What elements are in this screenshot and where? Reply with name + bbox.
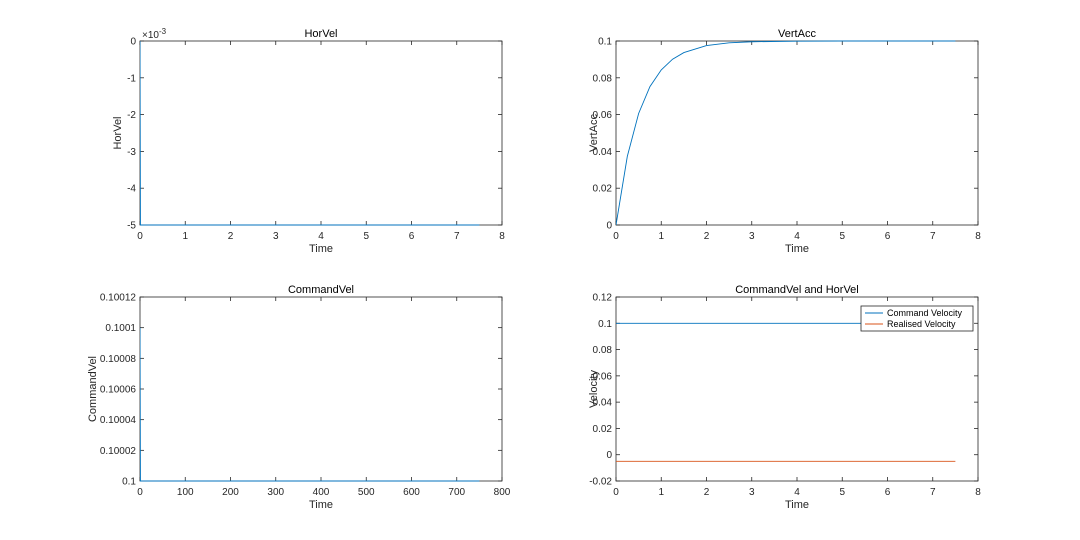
- x-tick-label: 0: [137, 231, 143, 242]
- x-tick-label: 100: [177, 487, 194, 498]
- plot-area: [615, 40, 979, 226]
- y-axis-multiplier: ×10-3: [142, 27, 167, 41]
- y-tick-label: 0.10012: [100, 293, 137, 304]
- x-axis-label: Time: [309, 499, 333, 511]
- y-tick-label: 0.02: [593, 424, 613, 435]
- x-tick-label: 3: [749, 231, 755, 242]
- legend-label-1: Command Velocity: [887, 308, 963, 318]
- x-tick-label: 1: [658, 487, 664, 498]
- x-tick-label: 500: [358, 487, 375, 498]
- chart-title: CommandVel and HorVel: [735, 284, 859, 296]
- y-tick-label: 0.10004: [100, 415, 137, 426]
- x-tick-label: 8: [975, 231, 981, 242]
- y-tick-label: 0.1: [598, 319, 612, 330]
- y-tick-label: 0.1001: [105, 323, 136, 334]
- y-axis-label: HorVel: [112, 116, 124, 149]
- x-tick-label: 800: [494, 487, 511, 498]
- y-tick-label: -0.02: [589, 477, 612, 488]
- y-tick-label: 0.1: [122, 477, 136, 488]
- y-multiplier-base: ×10: [142, 30, 159, 41]
- x-tick-label: 700: [448, 487, 465, 498]
- x-tick-label: 7: [930, 231, 936, 242]
- series-line-1: [140, 40, 480, 226]
- x-tick-label: 2: [228, 231, 234, 242]
- chart-4: 0 1 2 3 4 5 6 7 8-0.0200.020.040.060.080.10.12Co…: [588, 284, 981, 511]
- x-tick-label: 4: [318, 231, 324, 242]
- plot-area: [139, 296, 503, 482]
- y-tick-label: 0.04: [593, 147, 613, 158]
- plot-area: [139, 40, 503, 226]
- legend-box: [860, 305, 974, 332]
- y-axis-label: CommandVel: [87, 356, 99, 422]
- y-tick-label: -1: [127, 73, 136, 84]
- y-tick-label: -5: [127, 221, 136, 232]
- x-tick-label: 7: [930, 487, 936, 498]
- x-axis-label: Time: [309, 243, 333, 255]
- y-tick-label: 0.06: [593, 371, 613, 382]
- series-line-1: [616, 40, 956, 226]
- y-tick-label: 0.02: [593, 184, 613, 195]
- y-tick-label: 0.10008: [100, 354, 137, 365]
- x-axis-label: Time: [785, 499, 809, 511]
- y-tick-label: 0.04: [593, 398, 613, 409]
- x-tick-label: 6: [885, 231, 891, 242]
- x-tick-label: 2: [704, 487, 710, 498]
- y-tick-label: 0: [130, 37, 136, 48]
- y-tick-label: -3: [127, 147, 136, 158]
- y-tick-label: 0.10006: [100, 385, 137, 396]
- y-tick-label: 0: [606, 221, 612, 232]
- y-tick-label: 0.08: [593, 73, 613, 84]
- x-tick-label: 3: [273, 231, 279, 242]
- y-axis-label: VertAcc: [588, 114, 600, 152]
- x-tick-label: 0: [613, 487, 619, 498]
- x-tick-label: 0: [137, 487, 143, 498]
- x-tick-label: 5: [839, 487, 845, 498]
- x-tick-label: 8: [975, 487, 981, 498]
- y-tick-label: 0.08: [593, 345, 613, 356]
- x-tick-label: 4: [794, 487, 800, 498]
- y-tick-label: -4: [127, 184, 136, 195]
- chart-2: 0 1 2 3 4 5 6 7 8 0 0.02 0.04 0.06 0.08 0.1 VertAcc Time…: [588, 28, 981, 255]
- x-tick-label: 6: [409, 231, 415, 242]
- x-tick-label: 0: [613, 231, 619, 242]
- x-tick-label: 1: [658, 231, 664, 242]
- x-tick-label: 300: [267, 487, 284, 498]
- y-tick-label: 0.06: [593, 110, 613, 121]
- x-tick-label: 7: [454, 231, 460, 242]
- chart-title: HorVel: [304, 28, 337, 40]
- x-tick-label: 200: [222, 487, 239, 498]
- y-axis-label: Velocity: [588, 370, 600, 408]
- series-line-1: [140, 327, 480, 482]
- y-tick-label: -2: [127, 110, 136, 121]
- y-multiplier-exponent: -3: [159, 27, 167, 36]
- legend-label-2: Realised Velocity: [887, 319, 956, 329]
- y-tick-label: 0.12: [593, 293, 613, 304]
- chart-title: CommandVel: [288, 284, 354, 296]
- y-tick-label: 0.1: [598, 37, 612, 48]
- x-tick-label: 5: [363, 231, 369, 242]
- x-tick-label: 5: [839, 231, 845, 242]
- x-tick-label: 600: [403, 487, 420, 498]
- chart-1: 0 1 2 3 4 5 6 7 8-5-4-3-2-10×10-3 HorVelTimeHorVe…: [112, 27, 505, 255]
- chart-title: VertAcc: [778, 28, 816, 40]
- chart-3: 0 100 200 300 400 500 600 700 800 0.1 0.10002 0.100…: [87, 284, 511, 511]
- x-tick-label: 1: [182, 231, 188, 242]
- x-tick-label: 6: [885, 487, 891, 498]
- x-tick-label: 4: [794, 231, 800, 242]
- x-tick-label: 8: [499, 231, 505, 242]
- x-tick-label: 3: [749, 487, 755, 498]
- x-axis-label: Time: [785, 243, 809, 255]
- y-tick-label: 0: [606, 450, 612, 461]
- x-tick-label: 400: [313, 487, 330, 498]
- y-tick-label: 0.10002: [100, 446, 137, 457]
- x-tick-label: 2: [704, 231, 710, 242]
